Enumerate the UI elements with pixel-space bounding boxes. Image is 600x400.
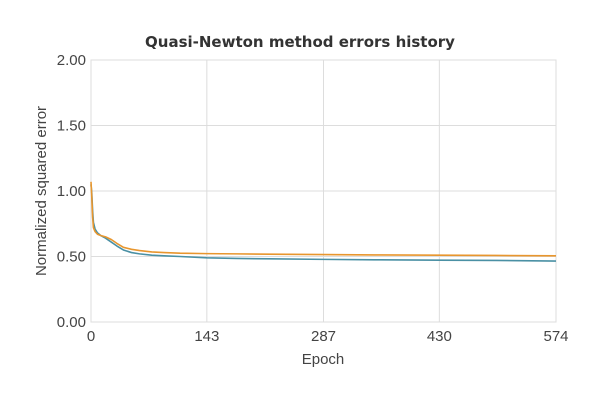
x-tick-label: 430 — [427, 328, 452, 345]
x-tick-label: 0 — [87, 328, 95, 345]
y-tick-label: 0.00 — [57, 314, 86, 331]
y-axis: 0.00 0.50 1.00 1.50 2.00 — [57, 52, 86, 331]
x-axis: 0 143 287 430 574 — [87, 328, 569, 345]
series-layer — [90, 181, 557, 262]
x-tick-label: 287 — [311, 328, 336, 345]
y-tick-label: 1.50 — [57, 118, 86, 135]
x-axis-label: Epoch — [302, 351, 345, 368]
y-tick-label: 1.00 — [57, 183, 86, 200]
grid — [90, 59, 557, 323]
x-tick-label: 143 — [194, 328, 219, 345]
x-tick-label: 574 — [543, 328, 568, 345]
y-tick-label: 2.00 — [57, 52, 86, 69]
series-line-2 — [90, 181, 557, 257]
series-line-1 — [90, 184, 557, 262]
y-axis-label: Normalized squared error — [33, 106, 50, 276]
chart-title: Quasi-Newton method errors history — [145, 33, 455, 51]
y-tick-label: 0.50 — [57, 249, 86, 266]
